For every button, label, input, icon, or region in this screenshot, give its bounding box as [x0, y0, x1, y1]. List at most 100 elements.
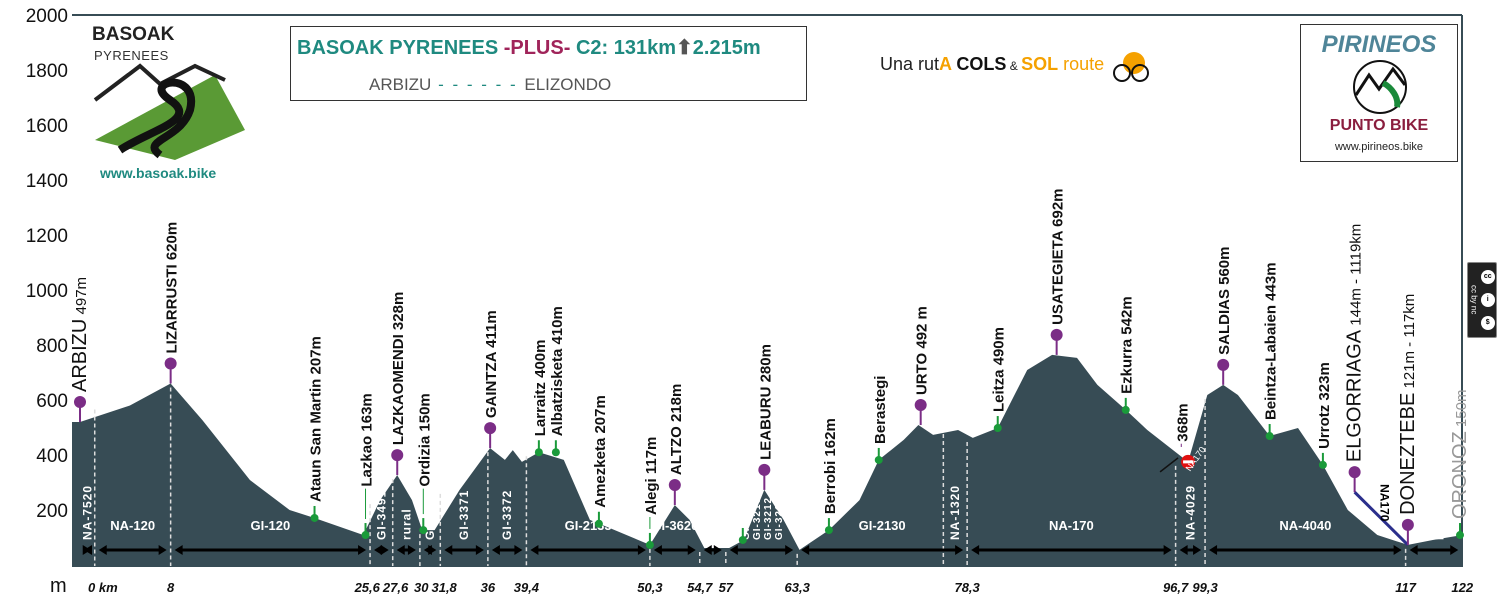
x-tick-label: 36 — [481, 580, 496, 595]
road-label: GI-2133 — [565, 518, 612, 533]
waypoint-name: Berastegi — [872, 376, 889, 444]
waypoint-label: Albatzisketa 410m — [549, 306, 566, 436]
waypoint-name: Alegi — [643, 478, 660, 515]
waypoint-label-group: Amezketa 207m — [592, 395, 609, 508]
town-marker-icon — [1265, 432, 1274, 441]
town-marker-icon — [824, 526, 833, 535]
waypoint-altitude: 443m — [1263, 262, 1280, 305]
road-label: NA-1210 — [1432, 485, 1446, 540]
town-marker-icon — [361, 531, 370, 540]
summit-marker-icon — [391, 449, 404, 462]
waypoint-name: Ordizia — [416, 435, 433, 487]
waypoint: LAZKAOMENDI 328m — [390, 292, 407, 476]
road-label: NA-170 — [1049, 518, 1094, 533]
waypoint-label: Alegi 117m — [643, 437, 660, 515]
town-marker-icon — [874, 455, 883, 464]
waypoint: Leitza 490m — [991, 327, 1008, 433]
arrow-right-icon — [955, 545, 964, 555]
license-icons: cc i $ — [1480, 265, 1495, 335]
waypoint: LEABURU 280m — [757, 344, 774, 490]
waypoint-altitude: 218m — [668, 384, 685, 427]
waypoint-label: GAINTZA 411m — [483, 310, 500, 418]
waypoint: Amezketa 207m — [592, 395, 609, 528]
arrow-left-icon — [396, 545, 405, 555]
waypoint-label: ORONOZ 150m — [1449, 390, 1471, 519]
waypoint-name: 368m — [1174, 403, 1191, 441]
waypoint-name: ELGORRIAGA — [1344, 329, 1366, 462]
waypoint-altitude: 560m — [1216, 246, 1233, 289]
no-entry-bar — [1183, 460, 1194, 464]
waypoint-altitude: 117m — [643, 437, 660, 479]
waypoint-name: Leitza — [991, 369, 1008, 412]
x-tick-label: 8 — [167, 580, 175, 595]
waypoint-name: Larraitz — [532, 382, 549, 436]
waypoint-label-group: GAINTZA 411m — [483, 310, 500, 418]
cc-icon: cc — [1480, 269, 1495, 284]
waypoint: ALTZO 218m — [668, 384, 685, 506]
route-from: ARBIZU — [369, 75, 432, 94]
arrow-right-icon — [1393, 545, 1402, 555]
waypoint-label: LAZKAOMENDI 328m — [390, 292, 407, 445]
waypoint-label-group: 368m — [1174, 403, 1191, 441]
arrow-left-icon — [1409, 545, 1418, 555]
license-badge[interactable]: cc by nc cc i $ — [1467, 262, 1497, 338]
road-label: GI-2135 — [706, 490, 720, 540]
road-label: GI-2133 — [423, 490, 437, 540]
waypoint-label-group: Beintza-Labaien 443m — [1263, 262, 1280, 420]
pirineos-url-link[interactable]: www.pirineos.bike — [1334, 141, 1424, 153]
road-label: GI-3212 — [763, 497, 774, 540]
summit-marker-icon — [164, 357, 177, 370]
waypoint-label-group: Alegi 117m — [643, 437, 660, 515]
waypoint-altitude: 150m — [1453, 390, 1470, 432]
arrow-right-icon — [82, 545, 91, 555]
y-tick-label: 2000 — [26, 6, 68, 27]
waypoint-label: Ataun San Martin 207m — [308, 336, 325, 502]
waypoint-name: SALDIAS — [1216, 289, 1233, 355]
waypoint: Ataun San Martin 207m — [308, 336, 325, 522]
waypoint-altitude: 163m — [359, 393, 376, 436]
arrow-right-icon — [637, 545, 646, 555]
waypoint-label-group: LAZKAOMENDI 328m — [390, 292, 407, 445]
waypoint-name: LIZARRUSTI — [164, 264, 181, 353]
waypoint-name: ALTZO — [668, 426, 685, 475]
summit-marker-icon — [668, 479, 681, 492]
waypoint-altitude: 280m — [757, 344, 774, 387]
arrow-right-icon — [158, 545, 167, 555]
y-tick-label: 200 — [36, 501, 68, 522]
road-label: GI-2130 — [741, 497, 752, 540]
road-label: GI-3211 — [774, 497, 785, 540]
waypoint: Urrotz 323m — [1316, 362, 1333, 469]
arrow-right-icon — [358, 545, 367, 555]
waypoint-label-group: Ezkurra 542m — [1119, 296, 1136, 394]
arrow-right-icon — [785, 545, 794, 555]
arrow-left-icon — [729, 545, 738, 555]
summit-marker-icon — [1348, 466, 1361, 479]
basoak-url-link[interactable]: www.basoak.bike — [100, 165, 217, 181]
waypoint-name: Ataun San Martin — [308, 379, 325, 502]
y-axis-unit: m — [50, 575, 67, 597]
waypoint-label: ELGORRIAGA 144m - 1119km — [1344, 224, 1366, 462]
waypoint-label: Berastegi — [872, 376, 889, 444]
waypoint-label: LEABURU 280m — [757, 344, 774, 460]
arrow-right-icon — [1450, 545, 1459, 555]
waypoint-altitude: 207m — [308, 336, 325, 379]
waypoint-name: Beintza-Labaien — [1263, 305, 1280, 420]
waypoint-label-group: ELGORRIAGA 144m - 1119km — [1344, 224, 1366, 462]
x-tick-label: 78,3 — [954, 580, 980, 595]
waypoint-altitude: 620m — [164, 222, 181, 265]
route-title-box: BASOAK PYRENEES -PLUS- C2: 131km⬆2.215m … — [290, 26, 807, 101]
route-to: ELIZONDO — [524, 75, 612, 94]
arrow-left-icon — [174, 545, 183, 555]
arrow-left-icon — [374, 545, 383, 555]
road-label: NA-120 — [110, 518, 155, 533]
arrow-left-icon — [1179, 545, 1188, 555]
waypoint: Albatzisketa 410m — [549, 306, 566, 457]
waypoint-label: SALDIAS 560m — [1216, 246, 1233, 354]
waypoint-label-group: Ataun San Martin 207m — [308, 336, 325, 502]
waypoint-label-group: Lazkao 163m — [359, 393, 376, 486]
arrow-right-icon — [687, 545, 696, 555]
town-marker-icon — [551, 448, 560, 457]
nc-icon: $ — [1480, 316, 1495, 331]
waypoint-label: USATEGIETA 692m — [1050, 188, 1067, 324]
